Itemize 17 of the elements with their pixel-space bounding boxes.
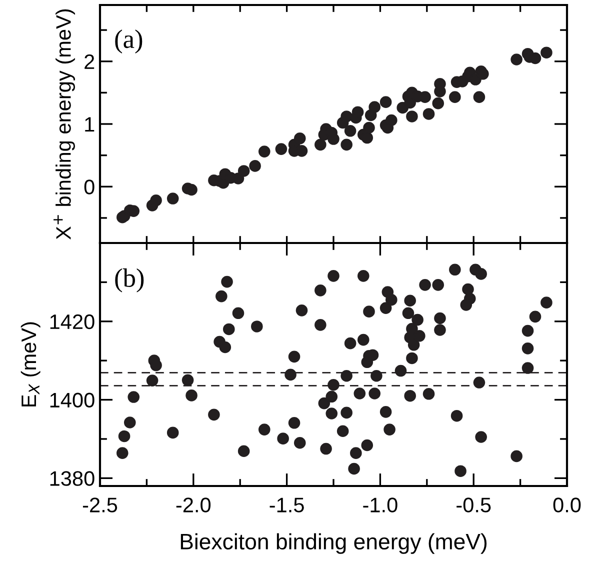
y-tick-label: 1400	[50, 392, 94, 408]
x-tick-label: -2.0	[176, 498, 211, 512]
x-tick-label: -2.5	[82, 498, 118, 512]
y-tick-label: 2	[84, 54, 94, 69]
x-axis-title: Biexciton binding energy (meV)	[180, 533, 487, 554]
y-tick-label: 1	[85, 117, 94, 132]
x-tick-label: -0.5	[456, 498, 491, 512]
y-tick-label: 0	[84, 180, 94, 194]
x-tick-label: -1.5	[270, 498, 304, 512]
x-tick-label: -1.0	[363, 498, 398, 512]
y-axis-title: E$_{X}$ (meV)	[20, 322, 40, 406]
annotation: (a)	[115, 30, 142, 54]
x-tick-label: 0.0	[553, 498, 581, 512]
y-axis-title: X$^{+}$ binding energy (meV)	[54, 9, 75, 240]
annotation: (b)	[115, 268, 144, 292]
y-tick-label: 1380	[50, 471, 94, 486]
y-tick-label: 1420	[50, 314, 94, 330]
